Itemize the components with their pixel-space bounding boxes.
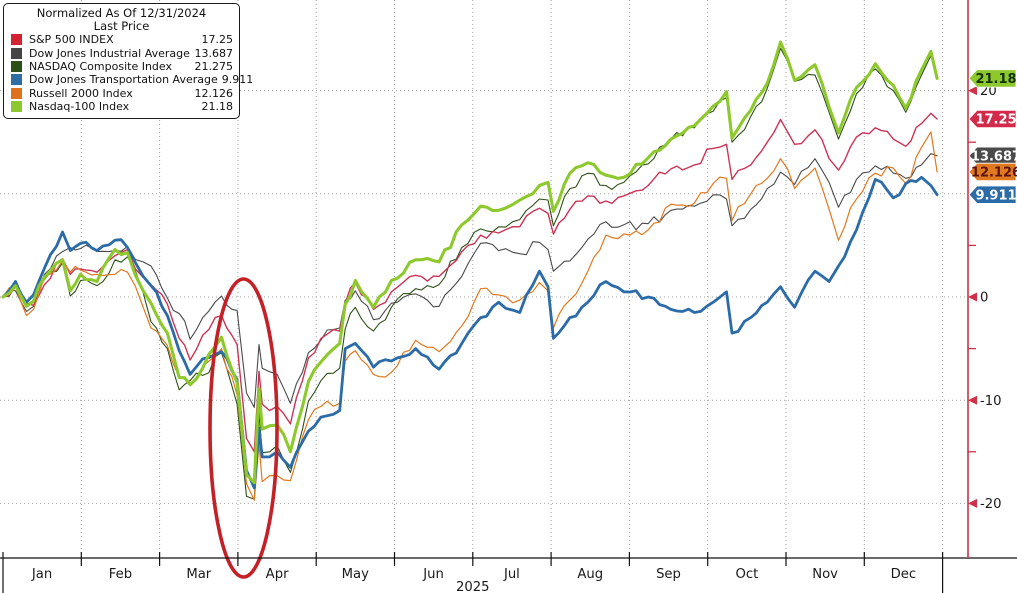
series-color-swatch [11, 60, 22, 72]
x-tick-label: Nov [812, 567, 838, 582]
x-tick-label: Oct [735, 567, 758, 582]
series-label: Nasdaq-100 Index [29, 100, 130, 114]
price-tag-9.911 [968, 185, 1017, 204]
x-tick-label: Mar [186, 567, 211, 582]
legend-subtitle: Last Price [93, 19, 150, 33]
y-tick-arrow [968, 292, 977, 302]
price-tag-value: 13.687 [971, 149, 1017, 164]
legend-title: Normalized As Of 12/31/2024 [36, 6, 207, 20]
x-tick-label: Aug [577, 567, 603, 582]
series-label: Dow Jones Industrial Average [29, 46, 190, 60]
x-tick-label: Feb [109, 567, 132, 582]
series-line-rty [2, 131, 938, 501]
series-last-price: 17.25 [201, 33, 234, 47]
price-tag-17.25 [968, 109, 1017, 129]
legend-item: NASDAQ Composite Index 21.275 [10, 60, 233, 73]
x-tick-label: Apr [266, 567, 289, 582]
price-tag-value: 21.18 [975, 72, 1016, 87]
x-tick-label: Jan [31, 567, 52, 582]
series-label: S&P 500 INDEX [29, 33, 114, 47]
x-tick-label: Jul [503, 567, 520, 582]
series-line-ndx [1, 40, 939, 485]
x-tick-label: Sep [656, 567, 681, 582]
series-last-price: 9.911 [221, 73, 254, 87]
y-tick-arrow [968, 86, 977, 96]
series-last-price: 21.18 [201, 100, 234, 114]
series-last-price: 21.275 [194, 59, 234, 73]
series-label: Dow Jones Transportation Average [29, 73, 218, 87]
legend-item: Dow Jones Industrial Average 13.687 [10, 46, 234, 60]
y-tick-arrow [968, 498, 977, 508]
series-last-price: 13.687 [194, 46, 234, 60]
y-tick-label: 0 [980, 291, 988, 306]
legend-item: Nasdaq-100 Index 21.18 [10, 100, 233, 113]
price-tag-value: 9.911 [975, 188, 1016, 203]
x-tick-label: Dec [891, 567, 917, 582]
series-color-swatch [11, 101, 22, 113]
series-color-swatch [11, 34, 22, 46]
year-label: 2025 [456, 580, 490, 593]
series-color-swatch [11, 47, 22, 59]
legend-rows: S&P 500 INDEX 17.25 Dow Jones Industrial A… [10, 33, 253, 113]
legend-item: S&P 500 INDEX 17.25 [10, 33, 233, 46]
price-tag-value: 12.126 [971, 166, 1017, 181]
series-label: NASDAQ Composite Index [29, 59, 172, 73]
price-tag-value: 17.25 [975, 113, 1016, 128]
legend-item: Russell 2000 Index 12.126 [10, 87, 233, 100]
series-color-swatch [11, 87, 22, 99]
series-color-swatch [11, 74, 22, 86]
series-line-indu [2, 153, 938, 408]
x-tick-label: Jun [422, 567, 444, 582]
series-line-spx [2, 112, 938, 453]
y-tick-arrow [968, 395, 977, 405]
series-label: Russell 2000 Index [29, 86, 133, 100]
series-line-tran [1, 175, 939, 490]
y-tick-label: -10 [980, 394, 1002, 409]
x-tick-label: May [342, 567, 369, 582]
series-last-price: 12.126 [194, 86, 234, 100]
price-tag-21.18 [968, 69, 1017, 88]
y-tick-label: 20 [980, 84, 997, 99]
price-tag-12.126 [968, 162, 1017, 182]
legend-box: Normalized As Of 12/31/2024 Last Price S… [3, 3, 253, 120]
legend-item: Dow Jones Transportation Average 9.911 [10, 73, 253, 87]
y-tick-label: -20 [980, 497, 1002, 512]
selloff-circle-annotation [208, 277, 279, 579]
price-tag-13.687 [968, 146, 1017, 165]
